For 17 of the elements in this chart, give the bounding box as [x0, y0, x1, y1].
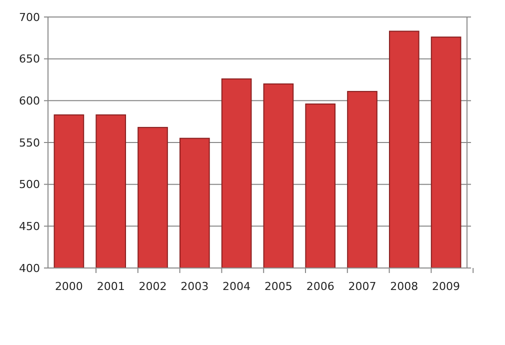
y-tick-label: 450: [19, 220, 40, 234]
x-tick-label: 2004: [222, 280, 251, 293]
x-tick-label: 2003: [180, 280, 209, 293]
x-tick-label: 2008: [390, 280, 418, 293]
x-tick-label: 2007: [348, 280, 376, 293]
x-tick-label: 2000: [54, 280, 83, 293]
x-tick-label: 2005: [264, 280, 292, 293]
y-tick-label: 700: [19, 10, 40, 24]
x-tick-label: 2002: [138, 280, 167, 293]
y-tick-label: 600: [19, 94, 40, 108]
y-tick-label: 550: [19, 136, 40, 150]
y-tick-label: 650: [19, 52, 40, 66]
x-tick-label: 2001: [96, 280, 125, 293]
y-tick-label: 500: [19, 178, 40, 192]
x-tick-label: 2009: [432, 280, 460, 293]
x-tick-label: 2006: [306, 280, 334, 293]
y-tick-label: 400: [19, 262, 40, 275]
